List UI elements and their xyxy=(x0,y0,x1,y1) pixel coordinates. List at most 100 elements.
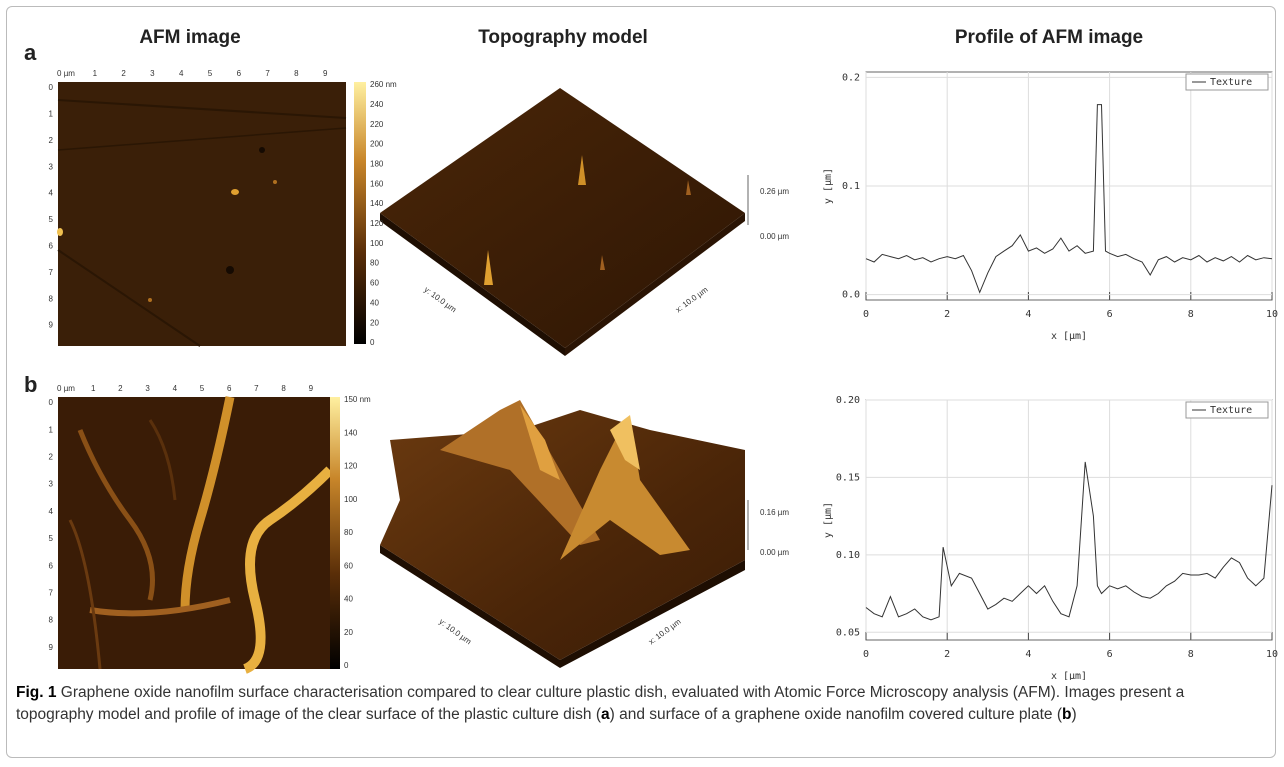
colorbar-label: 0 xyxy=(370,338,375,347)
y-tick-label: 2 xyxy=(49,453,54,462)
colorbar xyxy=(330,397,340,669)
topography-model xyxy=(380,400,748,668)
x-tick-label: 0 xyxy=(863,309,869,320)
y-tick-label: 1 xyxy=(49,110,54,119)
afm-image xyxy=(57,82,346,346)
colorbar-label: 260 nm xyxy=(370,80,397,89)
y-tick-label: 6 xyxy=(49,561,54,570)
x-tick-label: 4 xyxy=(179,69,184,78)
y-axis-label: y [µm] xyxy=(823,502,834,538)
caption-text: a xyxy=(601,706,610,723)
x-tick-label: 9 xyxy=(323,69,328,78)
x-tick-label: 4 xyxy=(1025,649,1031,660)
y-tick-label: 7 xyxy=(49,268,54,277)
x-tick-label: 5 xyxy=(208,69,213,78)
x-tick-label: 7 xyxy=(265,69,270,78)
colorbar-label: 20 xyxy=(370,318,379,327)
colorbar-label: 100 xyxy=(370,239,384,248)
column-header: Profile of AFM image xyxy=(955,27,1143,48)
y-tick-label: 1 xyxy=(49,425,54,434)
topography-model xyxy=(380,88,748,356)
y-tick-label: 0.1 xyxy=(842,181,860,192)
z-label: 0.16 µm xyxy=(760,508,789,517)
x-tick-label: 2 xyxy=(944,309,950,320)
y-tick-label: 0.05 xyxy=(836,627,860,638)
z-label: 0.00 µm xyxy=(760,548,789,557)
x-tick-label: 7 xyxy=(254,384,259,393)
y-tick-label: 5 xyxy=(49,534,54,543)
y-tick-label: 8 xyxy=(49,616,54,625)
y-tick-label: 7 xyxy=(49,589,54,598)
colorbar-label: 120 xyxy=(370,219,384,228)
x-tick-label: 9 xyxy=(309,384,314,393)
colorbar-label: 120 xyxy=(344,462,358,471)
caption: Fig. 1 Graphene oxide nanofilm surface c… xyxy=(16,682,1264,726)
x-tick-label: 8 xyxy=(294,69,299,78)
colorbar-label: 200 xyxy=(370,140,384,149)
x-tick-label: 0 xyxy=(863,649,869,660)
colorbar-label: 40 xyxy=(344,595,353,604)
y-tick-label: 5 xyxy=(49,215,54,224)
caption-text: ) xyxy=(1071,706,1076,723)
caption-text: ) and surface of a graphene oxide nanofi… xyxy=(610,706,1062,723)
legend-label: Texture xyxy=(1210,405,1252,416)
z-label: 0.26 µm xyxy=(760,187,789,196)
y-tick-label: 3 xyxy=(49,162,54,171)
column-header: AFM image xyxy=(139,27,240,48)
colorbar-label: 0 xyxy=(344,661,349,670)
x-tick-label: 2 xyxy=(121,69,126,78)
caption-text: Fig. 1 xyxy=(16,684,56,701)
y-tick-label: 9 xyxy=(49,321,54,330)
y-tick-label: 6 xyxy=(49,242,54,251)
colorbar-label: 240 xyxy=(370,100,384,109)
x-tick-label: 4 xyxy=(173,384,178,393)
x-tick-label: 6 xyxy=(237,69,242,78)
x-tick-label: 0 µm xyxy=(57,384,75,393)
y-tick-label: 0.15 xyxy=(836,472,860,483)
axis-label: x: 10.0 µm xyxy=(647,617,683,647)
z-label: 0.00 µm xyxy=(760,232,789,241)
x-tick-label: 2 xyxy=(944,649,950,660)
colorbar-label: 20 xyxy=(344,628,353,637)
x-axis-label: x [µm] xyxy=(1051,331,1087,342)
column-header: Topography model xyxy=(478,27,648,48)
figure: AFM image Topography model Profile of AF… xyxy=(0,0,1284,680)
x-tick-label: 1 xyxy=(91,384,96,393)
y-tick-label: 0.2 xyxy=(842,72,860,83)
y-tick-label: 2 xyxy=(49,136,54,145)
colorbar xyxy=(354,82,366,344)
colorbar-label: 80 xyxy=(370,259,379,268)
x-tick-label: 10 xyxy=(1266,309,1278,320)
y-tick-label: 3 xyxy=(49,480,54,489)
x-tick-label: 3 xyxy=(145,384,150,393)
colorbar-label: 140 xyxy=(370,199,384,208)
x-tick-label: 2 xyxy=(118,384,123,393)
x-tick-label: 10 xyxy=(1266,649,1278,660)
x-tick-label: 6 xyxy=(1107,309,1113,320)
y-tick-label: 0 xyxy=(49,83,54,92)
y-tick-label: 8 xyxy=(49,294,54,303)
x-tick-label: 0 µm xyxy=(57,69,75,78)
y-tick-label: 0.10 xyxy=(836,550,860,561)
panel-label: b xyxy=(24,372,37,397)
plot-area xyxy=(866,400,1272,640)
x-tick-label: 8 xyxy=(1188,649,1194,660)
colorbar-label: 140 xyxy=(344,428,358,437)
colorbar-label: 60 xyxy=(344,561,353,570)
x-axis-label: x [µm] xyxy=(1051,671,1087,680)
x-tick-label: 6 xyxy=(227,384,232,393)
y-tick-label: 4 xyxy=(49,507,54,516)
y-tick-label: 0 xyxy=(49,398,54,407)
colorbar-label: 180 xyxy=(370,159,384,168)
legend-label: Texture xyxy=(1210,77,1252,88)
colorbar-label: 40 xyxy=(370,298,379,307)
y-tick-label: 0.20 xyxy=(836,395,860,406)
x-tick-label: 8 xyxy=(281,384,286,393)
colorbar-label: 60 xyxy=(370,279,379,288)
x-tick-label: 4 xyxy=(1025,309,1031,320)
y-axis-label: y [µm] xyxy=(823,168,834,204)
afm-image xyxy=(58,397,330,669)
y-tick-label: 9 xyxy=(49,643,54,652)
axis-label: x: 10.0 µm xyxy=(674,285,710,315)
colorbar-label: 220 xyxy=(370,120,384,129)
